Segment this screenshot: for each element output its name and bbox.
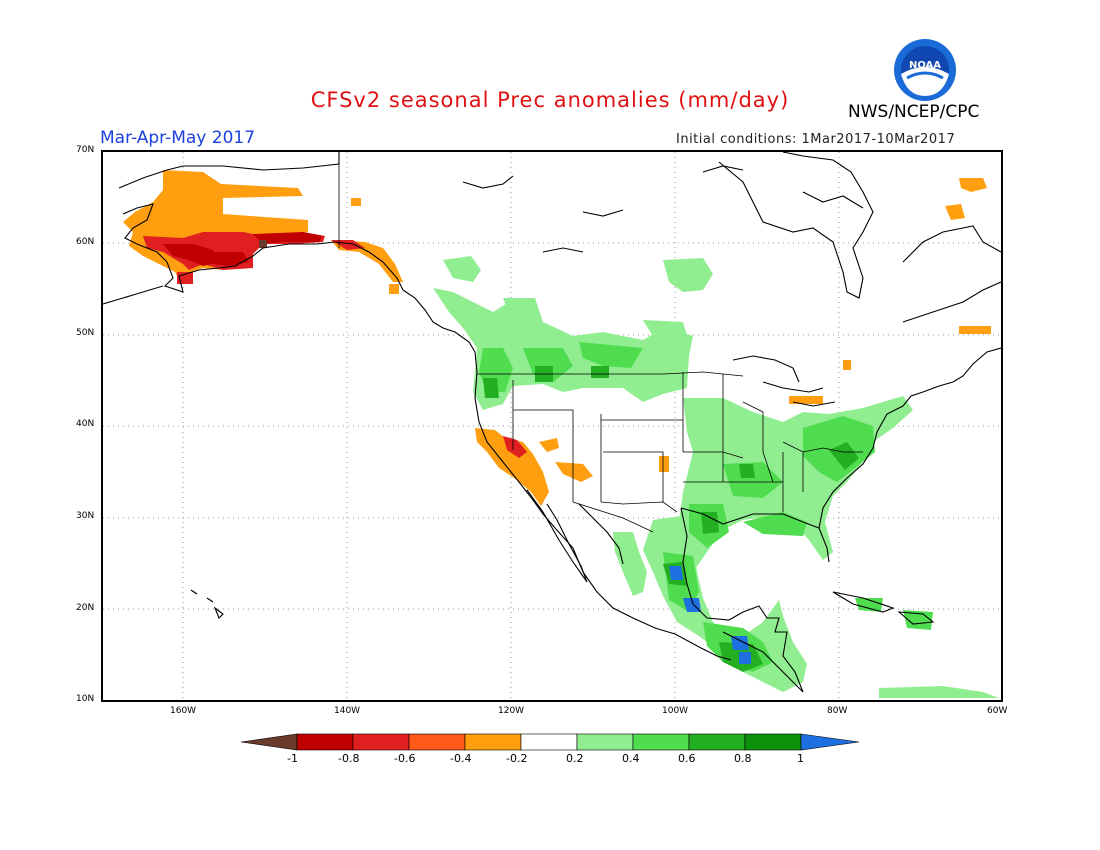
mexico-central-america-wet-anomaly — [613, 516, 999, 698]
colorbar-label-neg1: -1 — [287, 752, 298, 765]
lat-label-70: 70N — [76, 145, 95, 155]
lat-label-40: 40N — [76, 419, 95, 429]
colorbar-label-neg06: -0.6 — [394, 752, 416, 765]
colorbar-label-06: 0.6 — [678, 752, 696, 765]
colorbar-high-arrow — [800, 733, 860, 751]
colorbar-swatch-5 — [520, 733, 578, 751]
lon-label-120w: 120W — [498, 706, 525, 716]
colorbar-label-neg02: -0.2 — [506, 752, 528, 765]
coastlines — [103, 152, 1001, 693]
lat-label-30: 30N — [76, 511, 95, 521]
lon-label-160w: 160W — [170, 706, 197, 716]
lon-label-80w: 80W — [827, 706, 848, 716]
northeast-canada-dry-anomaly — [945, 178, 991, 334]
colorbar-swatch-4 — [464, 733, 522, 751]
colorbar-label-neg04: -0.4 — [450, 752, 472, 765]
noaa-logo-icon: NOAA — [894, 39, 956, 101]
anomaly-map — [101, 150, 1003, 702]
colorbar-label-1: 1 — [797, 752, 804, 765]
lat-label-10: 10N — [76, 694, 95, 704]
borders — [338, 152, 863, 533]
colorbar-label-08: 0.8 — [734, 752, 752, 765]
colorbar-low-arrow — [240, 733, 298, 751]
season-label: Mar-Apr-May 2017 — [100, 128, 256, 148]
colorbar-swatch-1 — [296, 733, 354, 751]
lon-label-100w: 100W — [662, 706, 689, 716]
eastern-us-wet-anomaly — [679, 396, 913, 572]
colorbar-swatch-2 — [352, 733, 410, 751]
colorbar-label-04: 0.4 — [622, 752, 640, 765]
map-title: CFSv2 seasonal Prec anomalies (mm/day) — [310, 88, 790, 112]
pacific-northwest-wet-anomaly — [433, 256, 713, 410]
logo-text: NOAA — [909, 60, 941, 71]
lat-label-20: 20N — [76, 603, 95, 613]
lat-label-60: 60N — [76, 237, 95, 247]
colorbar-swatch-3 — [408, 733, 466, 751]
lat-label-50: 50N — [76, 328, 95, 338]
map-svg — [103, 152, 1001, 700]
agency-label: NWS/NCEP/CPC — [848, 102, 980, 122]
colorbar-swatch-8 — [688, 733, 746, 751]
colorbar-swatch-7 — [632, 733, 690, 751]
colorbar-label-neg08: -0.8 — [338, 752, 360, 765]
initial-conditions-label: Initial conditions: 1Mar2017-10Mar2017 — [676, 132, 956, 147]
colorbar-swatch-6 — [576, 733, 634, 751]
lon-label-60w: 60W — [987, 706, 1008, 716]
colorbar-label-02: 0.2 — [566, 752, 584, 765]
lon-label-140w: 140W — [334, 706, 361, 716]
colorbar-swatch-9 — [744, 733, 802, 751]
southwest-dry-anomaly — [475, 360, 851, 506]
